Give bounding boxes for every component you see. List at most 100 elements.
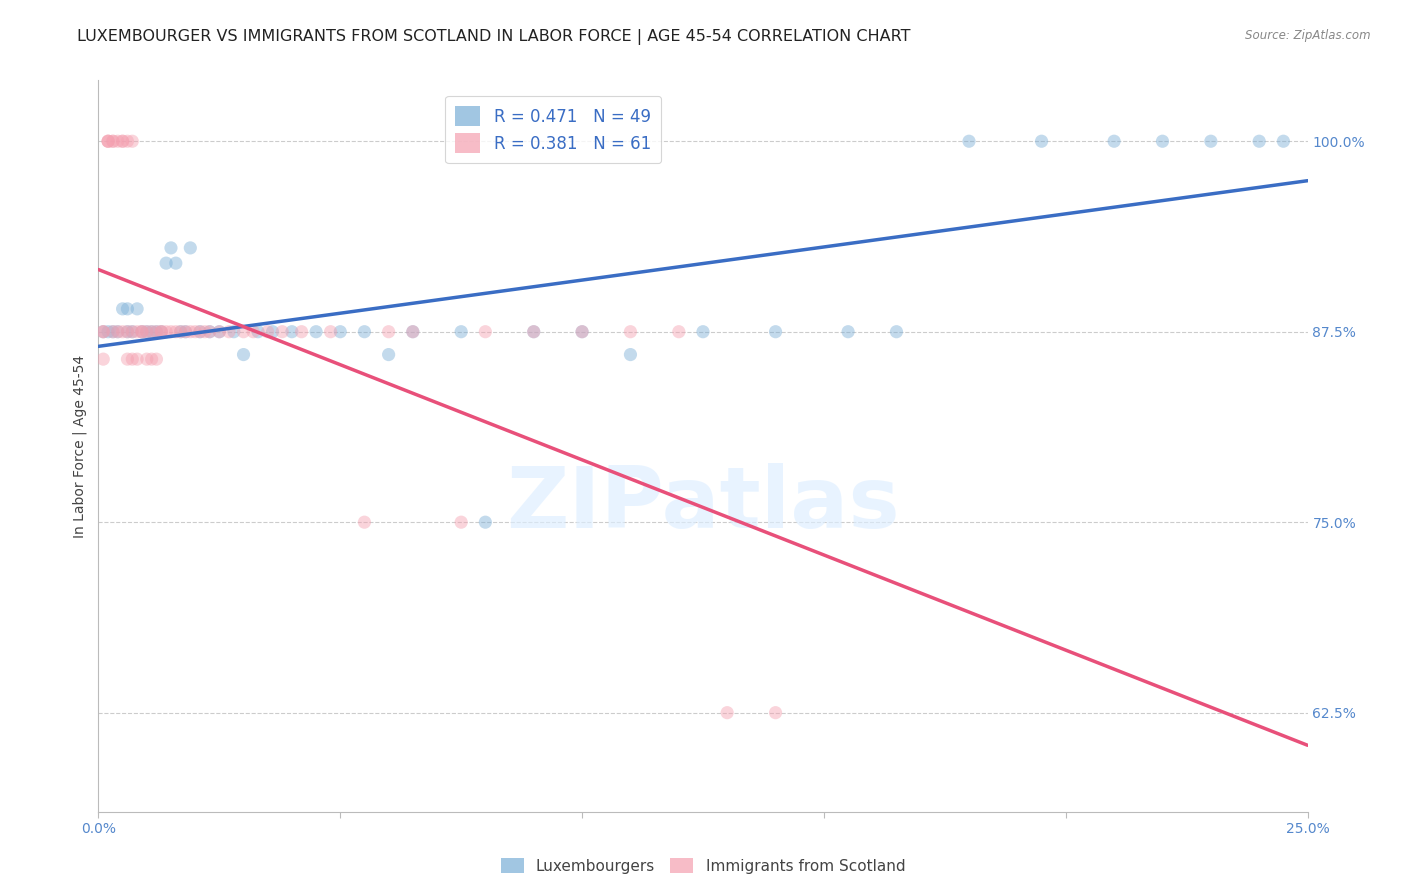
Point bbox=[91, 325, 114, 339]
Point bbox=[450, 325, 472, 339]
Point bbox=[222, 325, 245, 339]
Point bbox=[97, 134, 120, 148]
Text: Source: ZipAtlas.com: Source: ZipAtlas.com bbox=[1246, 29, 1371, 42]
Point bbox=[155, 256, 177, 270]
Point bbox=[305, 325, 328, 339]
Point bbox=[886, 325, 908, 339]
Point bbox=[150, 325, 173, 339]
Point bbox=[1199, 134, 1222, 148]
Point bbox=[571, 325, 593, 339]
Point bbox=[353, 515, 375, 529]
Point bbox=[208, 325, 231, 339]
Point bbox=[135, 325, 157, 339]
Point bbox=[619, 348, 641, 362]
Point bbox=[1272, 134, 1295, 148]
Point bbox=[169, 325, 191, 339]
Point bbox=[117, 325, 139, 339]
Point bbox=[107, 134, 129, 148]
Point bbox=[101, 325, 124, 339]
Point bbox=[184, 325, 207, 339]
Point bbox=[1152, 134, 1174, 148]
Point bbox=[571, 325, 593, 339]
Point bbox=[668, 325, 690, 339]
Point bbox=[957, 134, 980, 148]
Point bbox=[91, 325, 114, 339]
Point bbox=[218, 325, 240, 339]
Point bbox=[141, 325, 163, 339]
Point bbox=[141, 352, 163, 367]
Point bbox=[101, 325, 124, 339]
Point bbox=[111, 301, 134, 316]
Point bbox=[402, 325, 425, 339]
Point bbox=[188, 325, 211, 339]
Point bbox=[208, 325, 231, 339]
Point bbox=[121, 325, 143, 339]
Point bbox=[523, 325, 546, 339]
Point bbox=[111, 134, 134, 148]
Point bbox=[281, 325, 304, 339]
Point bbox=[117, 134, 139, 148]
Point bbox=[101, 134, 124, 148]
Legend: Luxembourgers, Immigrants from Scotland: Luxembourgers, Immigrants from Scotland bbox=[495, 852, 911, 880]
Point bbox=[165, 325, 187, 339]
Point bbox=[145, 325, 167, 339]
Point bbox=[242, 325, 264, 339]
Point bbox=[198, 325, 221, 339]
Point bbox=[97, 134, 120, 148]
Point bbox=[523, 325, 546, 339]
Point bbox=[179, 241, 201, 255]
Point bbox=[150, 325, 173, 339]
Point bbox=[135, 352, 157, 367]
Point bbox=[145, 352, 167, 367]
Point bbox=[179, 325, 201, 339]
Point bbox=[1031, 134, 1053, 148]
Point bbox=[121, 325, 143, 339]
Point bbox=[474, 515, 496, 529]
Legend: R = 0.471   N = 49, R = 0.381   N = 61: R = 0.471 N = 49, R = 0.381 N = 61 bbox=[446, 96, 661, 163]
Point bbox=[1249, 134, 1271, 148]
Point bbox=[402, 325, 425, 339]
Point bbox=[765, 706, 787, 720]
Point bbox=[194, 325, 217, 339]
Text: ZIPatlas: ZIPatlas bbox=[506, 463, 900, 546]
Point bbox=[837, 325, 859, 339]
Point bbox=[271, 325, 294, 339]
Point bbox=[450, 515, 472, 529]
Point bbox=[127, 325, 149, 339]
Text: LUXEMBOURGER VS IMMIGRANTS FROM SCOTLAND IN LABOR FORCE | AGE 45-54 CORRELATION : LUXEMBOURGER VS IMMIGRANTS FROM SCOTLAND… bbox=[77, 29, 911, 45]
Point bbox=[256, 325, 278, 339]
Point bbox=[91, 325, 114, 339]
Point bbox=[117, 301, 139, 316]
Point bbox=[319, 325, 342, 339]
Point bbox=[121, 134, 143, 148]
Point bbox=[101, 134, 124, 148]
Point bbox=[127, 301, 149, 316]
Point bbox=[165, 256, 187, 270]
Point bbox=[141, 325, 163, 339]
Point bbox=[474, 325, 496, 339]
Point bbox=[107, 325, 129, 339]
Point bbox=[329, 325, 352, 339]
Point bbox=[127, 352, 149, 367]
Point bbox=[619, 325, 641, 339]
Y-axis label: In Labor Force | Age 45-54: In Labor Force | Age 45-54 bbox=[73, 354, 87, 538]
Point bbox=[117, 325, 139, 339]
Point bbox=[290, 325, 312, 339]
Point bbox=[262, 325, 284, 339]
Point bbox=[150, 325, 173, 339]
Point bbox=[135, 325, 157, 339]
Point bbox=[377, 325, 399, 339]
Point bbox=[97, 134, 120, 148]
Point bbox=[232, 325, 254, 339]
Point bbox=[174, 325, 197, 339]
Point bbox=[111, 325, 134, 339]
Point bbox=[131, 325, 153, 339]
Point bbox=[765, 325, 787, 339]
Point bbox=[377, 348, 399, 362]
Point bbox=[198, 325, 221, 339]
Point bbox=[155, 325, 177, 339]
Point bbox=[174, 325, 197, 339]
Point bbox=[131, 325, 153, 339]
Point bbox=[111, 134, 134, 148]
Point bbox=[145, 325, 167, 339]
